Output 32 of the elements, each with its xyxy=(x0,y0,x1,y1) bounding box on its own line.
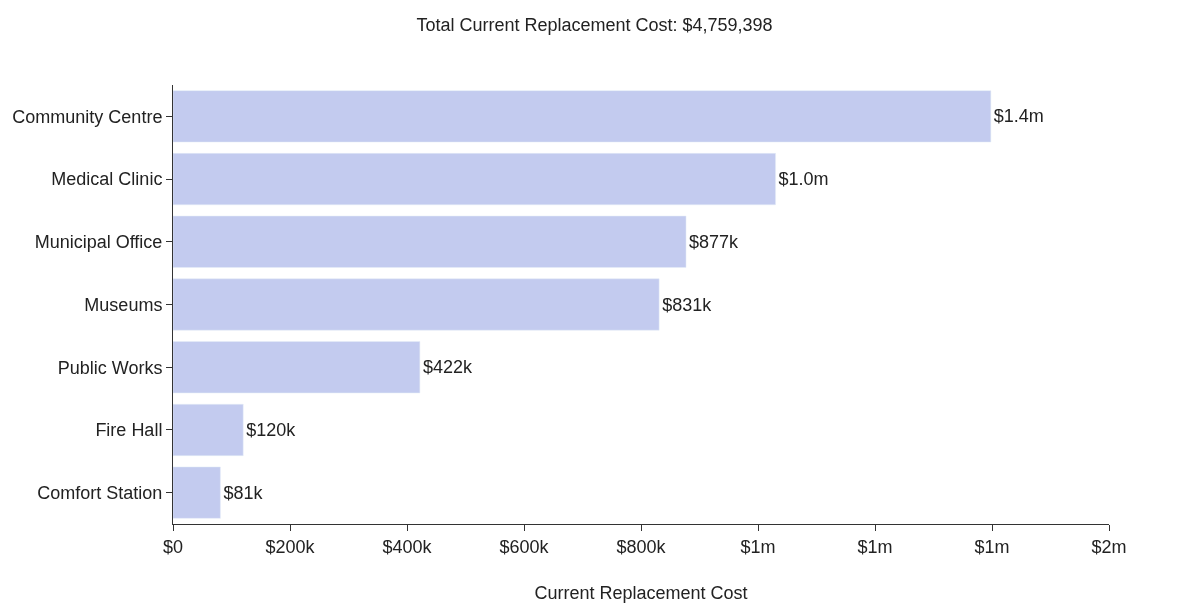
data-label: $1.4m xyxy=(993,106,1044,127)
x-tick-label: $1m xyxy=(857,536,893,557)
x-tick-label: $200k xyxy=(265,536,316,557)
x-tick-label: $2m xyxy=(1091,536,1127,557)
x-tick-label: $800k xyxy=(616,536,667,557)
bar xyxy=(173,215,687,268)
x-tick-label: $0 xyxy=(162,536,184,557)
data-label: $422k xyxy=(422,357,473,378)
bar xyxy=(173,466,221,519)
x-tick-label: $600k xyxy=(499,536,550,557)
x-tick-label: $400k xyxy=(382,536,433,557)
bar xyxy=(173,341,421,394)
x-axis-title: Current Replacement Cost xyxy=(534,582,748,603)
data-label: $877k xyxy=(689,231,740,252)
x-tick-label: $1m xyxy=(974,536,1010,557)
y-tick-label: Community Centre xyxy=(12,106,163,127)
bar xyxy=(173,278,660,331)
chart-title: Total Current Replacement Cost: $4,759,398 xyxy=(416,14,773,35)
bar xyxy=(173,90,992,143)
y-tick-label: Museums xyxy=(84,294,163,315)
x-tick-label: $1m xyxy=(740,536,776,557)
y-tick-label: Fire Hall xyxy=(95,420,163,441)
data-label: $831k xyxy=(662,294,713,315)
y-tick-label: Public Works xyxy=(57,357,163,378)
data-label: $120k xyxy=(246,419,297,440)
data-label: $81k xyxy=(223,482,264,503)
data-label: $1.0m xyxy=(778,169,829,190)
y-tick-label: Medical Clinic xyxy=(51,169,163,190)
bar xyxy=(173,153,776,206)
y-tick-label: Municipal Office xyxy=(34,232,163,253)
y-tick-label: Comfort Station xyxy=(37,482,163,503)
bar xyxy=(173,403,244,456)
